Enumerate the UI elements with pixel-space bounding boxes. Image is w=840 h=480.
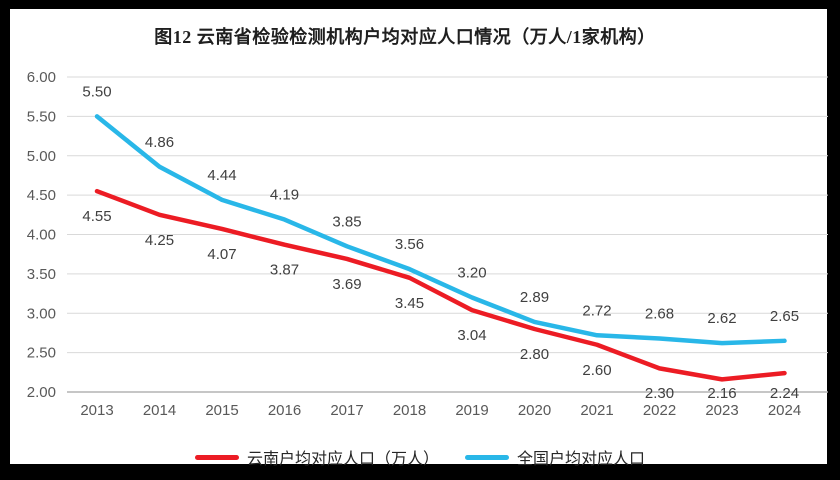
series-line — [94, 114, 787, 346]
y-tick-label: 4.00 — [27, 227, 56, 244]
x-tick-label: 2015 — [205, 402, 238, 419]
data-label: 3.87 — [270, 262, 299, 279]
yunnan-series-swatch-icon — [194, 454, 239, 460]
data-label: 2.30 — [645, 385, 674, 402]
x-tick-label: 2021 — [580, 402, 613, 419]
data-label: 4.07 — [207, 246, 236, 263]
x-tick-label: 2013 — [80, 402, 113, 419]
y-tick-label: 3.00 — [27, 305, 56, 322]
legend-label-national: 全国户均对应人口 — [517, 451, 646, 468]
data-label: 3.69 — [332, 276, 361, 293]
y-tick-label: 3.50 — [27, 266, 56, 283]
chart-legend: 云南户均对应人口（万人） 全国户均对应人口 — [10, 446, 830, 468]
data-label: 3.04 — [457, 327, 486, 344]
line-chart: 2.00 2.50 3.00 3.50 4.00 4.50 5.00 5.50 6.00 2013… — [27, 69, 828, 419]
data-label: 4.19 — [270, 187, 299, 204]
y-tick-label: 2.50 — [27, 345, 56, 362]
data-label: 2.72 — [582, 302, 611, 319]
data-label: 3.85 — [332, 213, 361, 230]
data-label: 4.86 — [145, 134, 174, 151]
x-tick-label: 2017 — [330, 402, 363, 419]
y-tick-label: 2.00 — [27, 384, 56, 401]
data-label: 2.62 — [707, 310, 736, 327]
x-tick-label: 2016 — [268, 402, 301, 419]
data-label: 2.89 — [520, 289, 549, 306]
x-tick-label: 2020 — [518, 402, 551, 419]
chart-canvas: 图12 云南省检验检测机构户均对应人口情况（万人/1家机构） 2.00 2.50 3… — [10, 9, 828, 468]
y-tick-label: 5.00 — [27, 148, 56, 165]
data-label: 5.50 — [82, 83, 111, 100]
x-tick-label: 2019 — [455, 402, 488, 419]
x-tick-label: 2018 — [393, 402, 426, 419]
chart-title: 图12 云南省检验检测机构户均对应人口情况（万人/1家机构） — [154, 27, 656, 47]
y-tick-label: 5.50 — [27, 108, 56, 125]
x-tick-label: 2024 — [768, 402, 801, 419]
legend-item-yunnan: 云南户均对应人口（万人） — [194, 445, 439, 469]
national-series-swatch-icon — [465, 454, 509, 460]
data-label: 4.25 — [145, 232, 174, 249]
data-label: 3.20 — [457, 265, 486, 282]
legend-label-yunnan: 云南户均对应人口（万人） — [246, 451, 439, 468]
data-label: 3.45 — [395, 295, 424, 312]
x-tick-label: 2022 — [643, 402, 676, 419]
y-tick-label: 6.00 — [27, 69, 56, 86]
data-label: 2.80 — [520, 346, 549, 363]
data-label: 2.68 — [645, 305, 674, 322]
data-label: 2.24 — [770, 385, 799, 402]
data-label: 2.65 — [770, 308, 799, 325]
legend-item-national: 全国户均对应人口 — [465, 445, 645, 469]
data-label: 4.44 — [207, 167, 236, 184]
data-label: 2.60 — [582, 362, 611, 379]
y-tick-label: 4.50 — [27, 187, 56, 204]
data-label: 2.16 — [707, 385, 736, 402]
x-tick-label: 2014 — [143, 402, 176, 419]
data-label: 4.55 — [82, 208, 111, 225]
x-tick-label: 2023 — [705, 402, 738, 419]
series-line — [94, 188, 787, 382]
data-label: 3.56 — [395, 236, 424, 253]
